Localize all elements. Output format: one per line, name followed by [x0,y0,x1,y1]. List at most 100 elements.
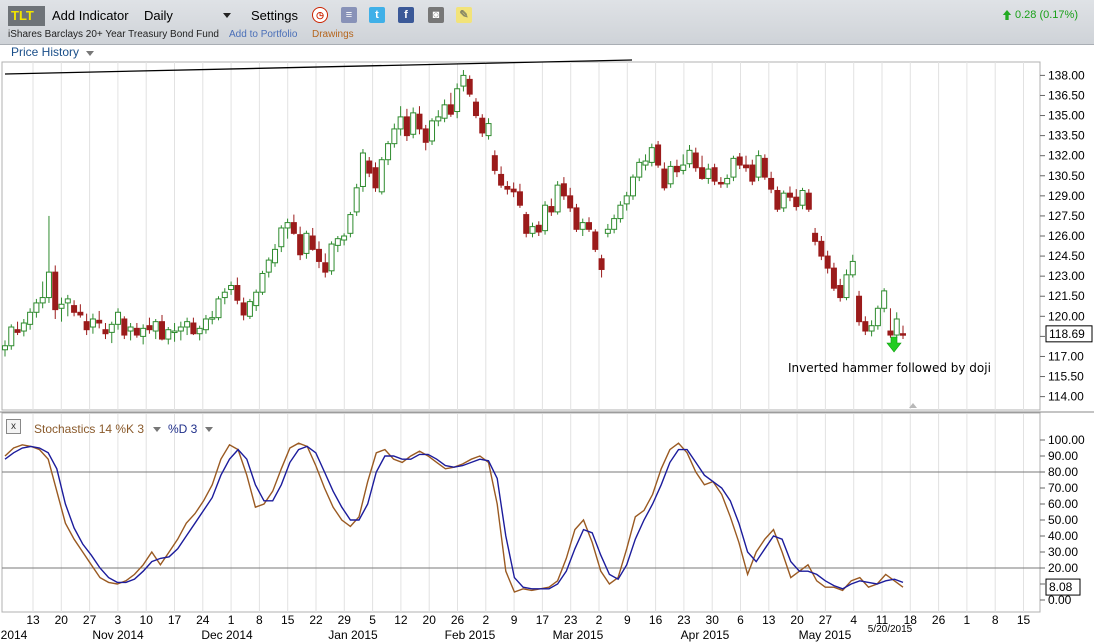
candle-body [724,177,731,185]
candle-body [805,192,812,210]
candle [14,321,21,336]
price-axis-label: 133.50 [1048,129,1085,143]
drawings-link[interactable]: Drawings [312,29,354,40]
candle [416,106,423,135]
price-axis-label: 135.00 [1048,109,1085,123]
chevron-down-icon[interactable] [86,51,94,56]
candle [485,118,492,140]
x-axis-tick-label: 2 [482,613,489,627]
candle [328,241,335,275]
scroll-marker-icon [909,403,917,408]
candle-body [611,218,618,230]
candle-body [504,185,511,190]
alarm-clock-icon[interactable]: ◷ [312,7,328,23]
x-axis-tick-label: 17 [536,613,550,627]
candle [435,110,442,127]
candle-body [146,325,153,331]
camera-icon[interactable]: ◙ [428,7,444,23]
candle [33,298,40,318]
candle-body [422,128,429,143]
price-axis-label: 132.00 [1048,149,1085,163]
candle [793,189,800,211]
candle-body [353,187,360,213]
candle-body [786,192,793,198]
stack-icon[interactable]: ≡ [341,7,357,23]
candle-body [366,160,373,174]
chevron-down-icon[interactable] [223,13,231,18]
candle [642,154,649,171]
candle-body [341,235,348,241]
candle-body [378,159,385,193]
chevron-down-icon[interactable] [153,427,161,432]
candle-body [259,272,266,293]
candle [667,161,674,188]
facebook-icon[interactable]: f [398,7,414,23]
x-axis-month-label: Nov 2014 [92,628,144,642]
candle [190,317,197,336]
price-history-label[interactable]: Price History [11,45,80,59]
price-axis-label: 115.50 [1048,370,1084,384]
settings-button[interactable]: Settings [251,8,298,23]
candle-body [485,123,492,137]
candle [611,214,618,234]
candle-body [121,318,128,336]
stochastics-d-label[interactable]: %D 3 [168,422,198,436]
x-axis-tick-label: 16 [649,613,663,627]
candle-body [385,143,392,161]
candle [45,215,52,303]
candle [849,254,856,278]
fund-name: iShares Barclays 20+ Year Treasury Bond … [8,29,219,40]
candle-body [278,227,285,248]
chevron-down-icon[interactable] [205,427,213,432]
x-axis-tick-label: 6 [737,613,744,627]
note-icon[interactable]: ✎ [456,7,472,23]
candle [133,323,140,338]
candle-body [542,204,549,232]
stoch-axis-label: 30.00 [1048,545,1078,559]
candle-body [102,329,109,335]
x-axis-tick-label: 20 [423,613,437,627]
candle-body [673,165,680,173]
candle [887,308,894,338]
candle [686,144,693,168]
stoch-axis-label: 60.00 [1048,497,1078,511]
candle [730,155,737,182]
candle-body [58,303,65,309]
candle-body [127,326,134,332]
candle-body [529,226,536,234]
candle [466,75,473,97]
candle [567,187,574,212]
price-axis-label: 123.00 [1048,269,1085,283]
candle-body [598,258,605,270]
x-axis-tick-label: 3 [115,613,122,627]
candle [881,288,888,313]
candle [856,290,863,326]
x-axis-tick-label: 23 [677,613,691,627]
candle-body [303,232,310,254]
candle [165,327,172,345]
candle [83,313,90,336]
candle [108,321,115,344]
candle-body [158,321,165,340]
close-indicator-button[interactable]: x [6,419,21,434]
stochastics-label[interactable]: Stochastics 14 %K 3 [34,422,145,436]
candle-body [548,206,555,213]
candle-body [52,271,59,311]
period-select[interactable]: Daily [144,8,173,23]
symbol-badge[interactable]: TLT [8,6,45,26]
stoch-axis-label: 40.00 [1048,529,1078,543]
candle [874,305,881,330]
candle-body [177,326,184,332]
price-axis-label: 130.50 [1048,169,1085,183]
candle [284,218,291,239]
candle [265,257,272,278]
candle-body [799,189,806,206]
x-axis-month-label: Jan 2015 [328,628,378,642]
twitter-icon[interactable]: t [369,7,385,23]
price-axis-label: 138.00 [1048,68,1085,82]
add-to-portfolio-link[interactable]: Add to Portfolio [229,29,298,40]
price-axis-label: 117.00 [1048,349,1084,363]
price-axis-label: 129.00 [1048,189,1085,203]
add-indicator-button[interactable]: Add Indicator [52,8,129,23]
candle [717,177,724,188]
